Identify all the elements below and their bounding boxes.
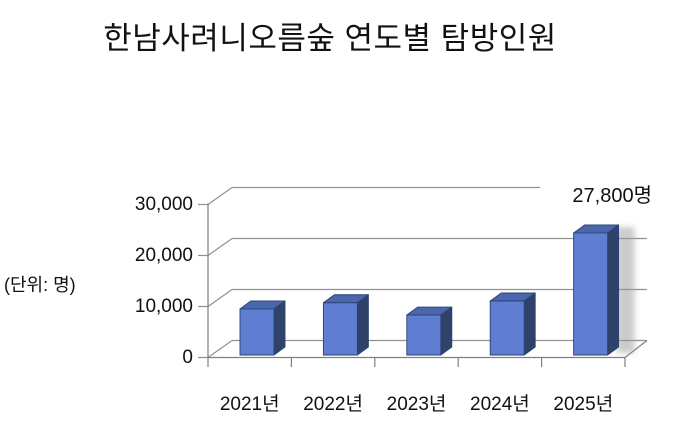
bar-front-face	[489, 300, 525, 356]
y-tick-label-10000: 10,000	[134, 296, 193, 317]
bar-side-face	[523, 292, 536, 356]
y-tick-label-20000: 20,000	[134, 244, 193, 266]
axes	[207, 203, 648, 367]
x-tick-label-2021: 2021년	[219, 394, 280, 415]
data-label-2025: 27,800명	[540, 185, 652, 207]
bar-front-face	[573, 232, 609, 356]
bar-2024년	[489, 292, 536, 356]
bar-side-face	[440, 306, 453, 356]
y-axis-unit-label: (단위: 명)	[4, 275, 76, 295]
bar-side-face	[356, 294, 369, 356]
y-tick-label-0: 0	[182, 346, 193, 368]
bar-2021년	[239, 300, 286, 356]
bars	[239, 224, 635, 356]
bar-front-face	[239, 308, 275, 356]
bar-side-face	[273, 300, 286, 356]
x-tick-label-2022: 2022년	[303, 394, 363, 415]
x-tick-label-2025: 2025년	[553, 394, 614, 415]
bar-2023년	[406, 306, 453, 356]
x-tick-label-2023: 2023년	[386, 394, 447, 415]
x-tick-label-2024: 2024년	[470, 394, 530, 415]
bar-2025년	[573, 224, 635, 356]
bar-front-face	[406, 314, 442, 356]
y-tick-label-30000: 30,000	[134, 193, 193, 215]
bar-side-face	[607, 224, 620, 356]
bar-2022년	[322, 294, 369, 356]
bar-front-face	[322, 302, 358, 356]
chart-title: 한남사려니오름숲 연도별 탐방인원	[103, 21, 557, 56]
